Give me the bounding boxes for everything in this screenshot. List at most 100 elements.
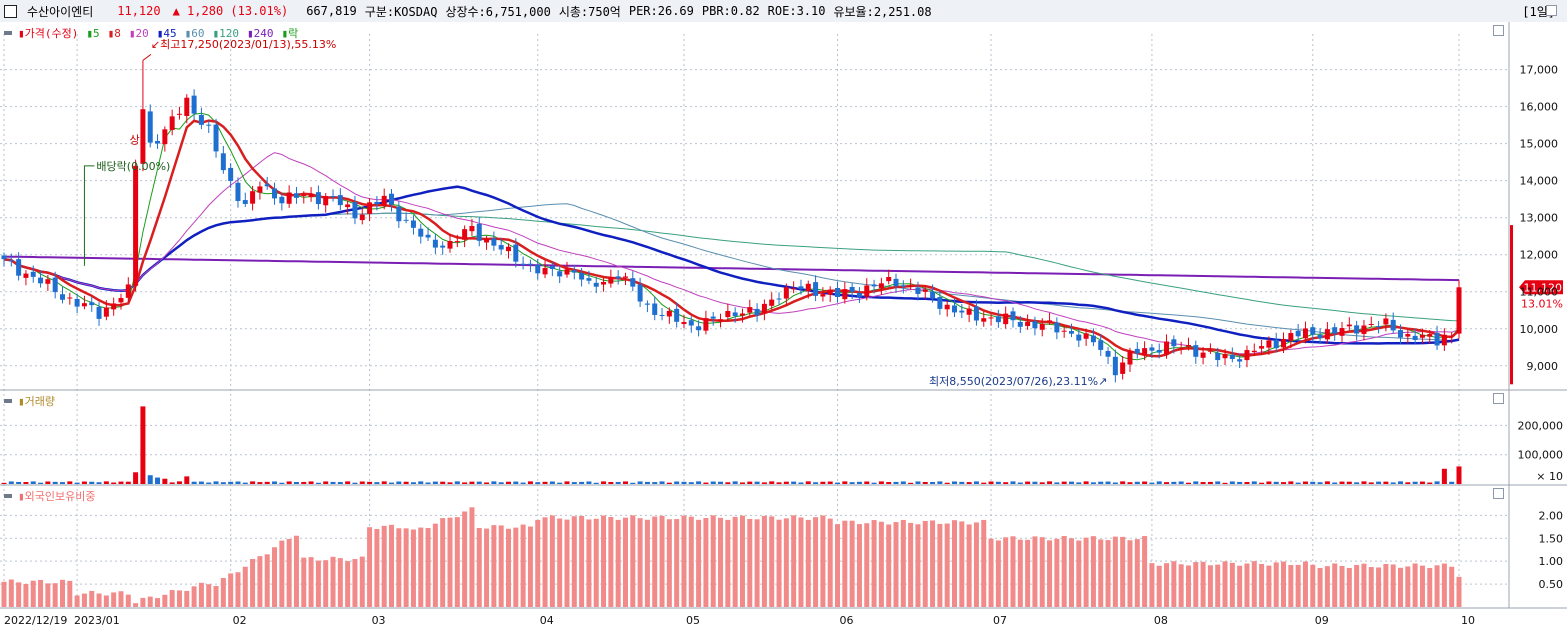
foreign-bar: [133, 603, 139, 607]
volume-bar: [242, 482, 248, 484]
foreign-bar: [805, 519, 811, 607]
volume-bar: [155, 477, 161, 484]
legend-ma120[interactable]: ▮120: [212, 26, 239, 40]
foreign-bar: [930, 520, 936, 607]
candle-body: [374, 201, 380, 205]
foreign-bar: [718, 517, 724, 607]
stock-chart[interactable]: ↙최고17,250(2023/01/13),55.13% 최저8,550(2023…: [0, 22, 1567, 630]
foreign-bar: [1032, 536, 1038, 607]
stock-name[interactable]: 수산아이엔티: [27, 4, 94, 19]
pane-minimize-icon[interactable]: [1493, 25, 1504, 36]
candle-body: [586, 278, 592, 281]
ma8-line: [3, 119, 1460, 358]
pbr-value: PBR:0.82: [701, 4, 760, 18]
foreign-bar: [630, 515, 636, 607]
candle-body: [45, 279, 51, 284]
window-close-icon[interactable]: [1546, 5, 1557, 16]
candle-body: [1456, 287, 1462, 334]
volume-bar: [1376, 481, 1382, 484]
volume-bar: [835, 482, 841, 484]
candle-body: [59, 294, 65, 300]
foreign-title[interactable]: ▮외국인보유비중: [18, 490, 96, 503]
legend-ma240[interactable]: ▮240: [246, 26, 274, 40]
price-tick-label: 12,000: [1520, 249, 1559, 262]
candle-body: [827, 289, 833, 295]
select-checkbox[interactable]: [4, 4, 17, 18]
candle-body: [1039, 323, 1045, 330]
volume-bar: [944, 482, 950, 484]
volume-bar: [966, 482, 972, 484]
volume-bar: [959, 481, 965, 484]
volume-bar: [30, 481, 36, 484]
volume-bar: [995, 481, 1001, 484]
candle-body: [1083, 333, 1089, 339]
legend-ma20[interactable]: ▮20: [128, 26, 149, 40]
volume-bar: [264, 481, 270, 484]
volume-bar: [1090, 482, 1096, 484]
legend-ma45[interactable]: ▮45: [156, 26, 177, 40]
volume-bar: [1032, 481, 1038, 484]
foreign-bar: [952, 520, 958, 607]
legend-price[interactable]: ▮가격(수정): [18, 27, 79, 40]
price-change: ▲ 1,280 (13.01%): [172, 4, 289, 18]
candle-body: [739, 313, 745, 316]
pane-minimize-icon[interactable]: [1493, 393, 1504, 404]
candle-body: [579, 272, 585, 280]
foreign-bar: [754, 519, 760, 607]
x-axis-label: 03: [372, 614, 386, 627]
foreign-bar: [1185, 565, 1191, 607]
price-tick-label: 16,000: [1520, 101, 1559, 114]
foreign-bar: [1039, 537, 1045, 607]
candle-body: [1054, 322, 1060, 333]
foreign-bar: [871, 520, 877, 607]
x-axis-label: 05: [686, 614, 700, 627]
volume-bar: [1361, 481, 1367, 484]
foreign-bar: [264, 554, 270, 607]
legend-ma60[interactable]: ▮60: [184, 26, 205, 40]
foreign-bar: [1441, 563, 1447, 607]
candle-body: [908, 286, 914, 288]
foreign-bar: [418, 527, 424, 607]
price-tick-label: 10,000: [1520, 323, 1559, 336]
volume-bar: [1207, 481, 1213, 484]
foreign-bar: [1229, 562, 1235, 607]
foreign-bar: [1449, 566, 1455, 607]
volume-bar: [674, 481, 680, 484]
candle-body: [776, 298, 782, 300]
candle-body: [813, 282, 819, 296]
x-axis-label: 10: [1461, 614, 1475, 627]
foreign-bar: [242, 566, 248, 607]
volume-title[interactable]: ▮거래량: [18, 395, 55, 408]
legend-drop[interactable]: ▮락: [281, 27, 299, 40]
candle-body: [1, 255, 7, 260]
volume-bar: [301, 481, 307, 484]
price-tick-label: 17,000: [1520, 64, 1559, 77]
candle-body: [169, 116, 175, 130]
pane-minimize-icon[interactable]: [1493, 488, 1504, 499]
candle-body: [257, 186, 263, 193]
ma240-line: [3, 255, 1460, 282]
candle-body: [557, 271, 563, 277]
volume-bar: [1441, 468, 1447, 484]
candle-body: [769, 299, 775, 306]
volume-bar: [367, 481, 373, 484]
ma45-line: [3, 185, 1460, 345]
legend-ma5[interactable]: ▮5: [86, 26, 100, 40]
candle-body: [1376, 326, 1382, 328]
candle-body: [1302, 328, 1308, 339]
candle-body: [747, 307, 753, 313]
foreign-bar: [1266, 565, 1272, 607]
foreign-bar: [45, 583, 51, 607]
foreign-tick-label: 1.00: [1539, 555, 1564, 568]
candle-body: [389, 193, 395, 205]
foreign-tick-label: 2.00: [1539, 509, 1564, 522]
foreign-bar: [1054, 538, 1060, 607]
legend-ma8[interactable]: ▮8: [107, 26, 121, 40]
foreign-bar: [842, 520, 848, 607]
foreign-bar: [1200, 561, 1206, 607]
candle-body: [1383, 318, 1389, 325]
foreign-bar: [301, 557, 307, 607]
candle-body: [571, 270, 577, 273]
volume-bar: [915, 481, 921, 484]
volume-bar: [133, 472, 139, 484]
